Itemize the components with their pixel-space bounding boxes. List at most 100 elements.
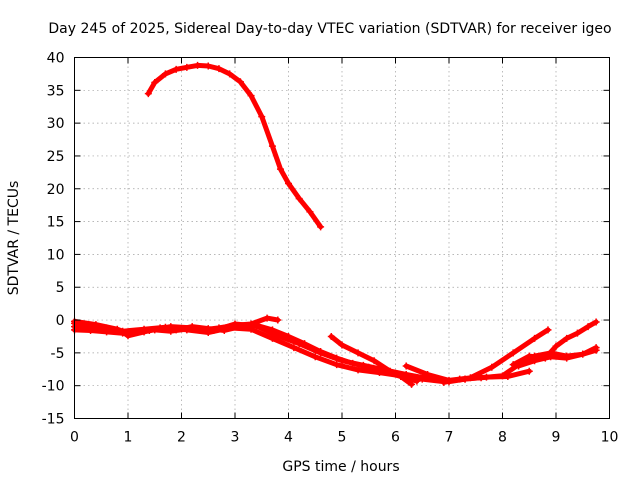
data-point	[247, 325, 255, 333]
x-tick-label: 4	[284, 430, 293, 446]
y-tick-label: 15	[47, 215, 65, 231]
data-point	[274, 316, 282, 324]
data-point	[552, 342, 560, 350]
data-point	[252, 322, 260, 330]
data-point	[268, 334, 276, 342]
data-point	[370, 357, 378, 365]
data-point	[338, 357, 346, 365]
chart-title: Day 245 of 2025, Sidereal Day-to-day VTE…	[48, 21, 611, 37]
data-point	[584, 323, 592, 331]
data-point	[172, 65, 180, 73]
data-point	[204, 62, 212, 70]
data-point	[236, 78, 244, 86]
data-point	[397, 372, 405, 380]
axis-ticks	[74, 57, 610, 419]
data-point	[456, 375, 464, 383]
data-point	[226, 324, 234, 332]
data-point	[295, 195, 303, 203]
data-point	[183, 326, 191, 334]
y-tick-label: 40	[47, 51, 65, 67]
x-tick-label: 7	[445, 430, 454, 446]
y-tick-label: -10	[42, 379, 65, 395]
x-tick-label: 2	[177, 430, 186, 446]
data-point	[531, 334, 539, 342]
data-point	[97, 325, 105, 333]
x-tick-label: 3	[231, 430, 240, 446]
data-point	[327, 332, 335, 340]
data-point	[215, 65, 223, 73]
y-tick-label: 35	[47, 83, 65, 99]
data-point	[592, 346, 600, 354]
data-point	[547, 353, 555, 361]
data-point	[515, 362, 523, 370]
y-tick-label: 10	[47, 247, 65, 263]
series-line-arc-f	[403, 327, 551, 383]
data-point	[119, 327, 127, 335]
y-axis-label: SDTVAR / TECUs	[6, 181, 22, 296]
data-point	[525, 367, 533, 375]
data-point	[317, 223, 325, 231]
data-point	[333, 361, 341, 369]
y-tick-labels: -15 -10 -5 0 5 10 15 20 25 30 35 40	[42, 51, 65, 428]
data-point	[204, 329, 212, 337]
data-point	[258, 113, 266, 121]
data-point	[276, 165, 284, 173]
data-point	[573, 329, 581, 337]
data-point	[563, 334, 571, 342]
x-axis-label: GPS time / hours	[282, 459, 399, 475]
data-point	[488, 363, 496, 371]
x-tick-label: 0	[70, 430, 79, 446]
x-tick-label: 6	[391, 430, 400, 446]
data-point	[338, 341, 346, 349]
data-point	[290, 344, 298, 352]
data-point	[263, 314, 271, 322]
data-point	[408, 380, 416, 388]
data-point	[183, 63, 191, 71]
data-point	[563, 354, 571, 362]
data-point	[161, 70, 169, 78]
data-point	[194, 61, 202, 69]
data-point	[317, 349, 325, 357]
x-tick-labels: 0 1 2 3 4 5 6 7 8 9 10	[70, 430, 618, 446]
data-point	[509, 349, 517, 357]
y-tick-label: 5	[56, 280, 65, 296]
data-point	[424, 371, 432, 379]
data-point	[592, 318, 600, 326]
data-point	[359, 361, 367, 369]
x-tick-label: 8	[498, 430, 507, 446]
x-tick-label: 10	[601, 430, 619, 446]
y-tick-label: -5	[51, 346, 65, 362]
data-point	[440, 378, 448, 386]
data-point	[268, 142, 276, 150]
data-point	[140, 325, 148, 333]
data-point	[247, 92, 255, 100]
data-point	[375, 369, 383, 377]
data-point	[311, 353, 319, 361]
x-tick-label: 5	[338, 430, 347, 446]
data-point	[354, 349, 362, 357]
data-point	[386, 367, 394, 375]
x-tick-label: 1	[124, 430, 133, 446]
data-point	[509, 361, 517, 369]
grid	[74, 57, 610, 419]
data-point	[151, 78, 159, 86]
data-point	[525, 352, 533, 360]
data-point	[499, 372, 506, 380]
series-line-arc-high	[145, 62, 324, 230]
y-tick-label: 0	[56, 313, 65, 329]
data-point	[579, 350, 587, 358]
y-tick-label: 25	[47, 149, 65, 165]
data-point	[418, 375, 426, 383]
data-point	[285, 180, 292, 188]
data-point	[295, 340, 303, 348]
y-tick-label: -15	[42, 412, 65, 428]
data-point	[161, 323, 169, 331]
data-point	[402, 362, 410, 370]
series-group	[71, 61, 600, 388]
x-tick-label: 9	[552, 430, 561, 446]
data-point	[306, 208, 314, 216]
data-point	[531, 357, 539, 365]
data-point	[477, 374, 485, 382]
data-point	[544, 326, 552, 334]
